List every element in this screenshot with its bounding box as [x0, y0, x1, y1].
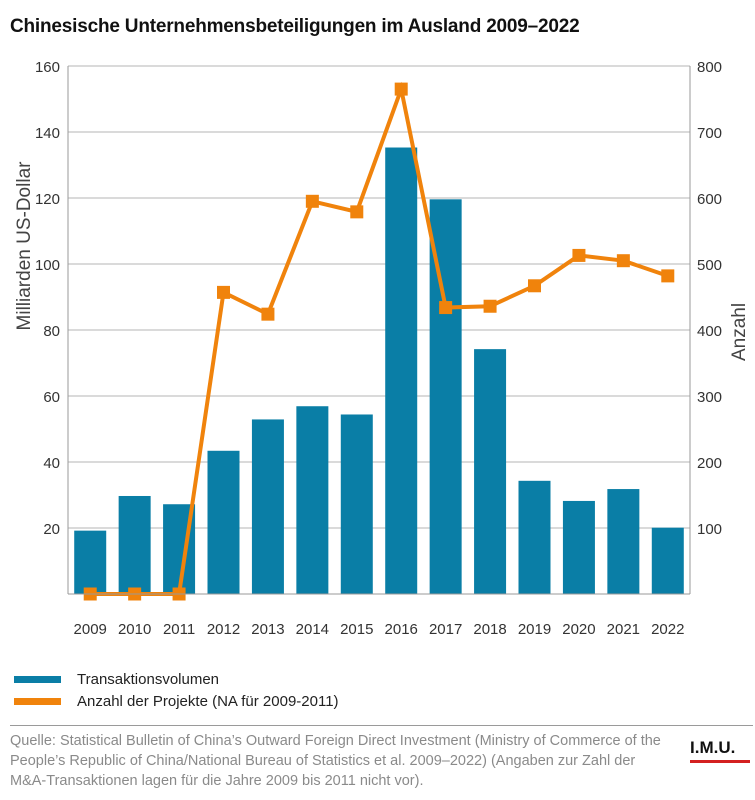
x-tick-label: 2021	[607, 621, 640, 638]
bar-2015	[340, 414, 373, 594]
legend-swatch-line	[14, 697, 61, 705]
line-series	[83, 81, 675, 601]
x-tick-label: 2022	[651, 621, 684, 638]
point-2022	[661, 269, 675, 283]
bar-2016	[385, 147, 418, 594]
bar-2014	[296, 406, 329, 594]
x-tick-label: 2011	[163, 621, 195, 638]
point-2020	[572, 248, 586, 262]
bar-2020	[562, 500, 595, 594]
divider	[10, 725, 753, 726]
legend-label-line: Anzahl der Projekte (NA für 2009-2011)	[77, 692, 339, 710]
point-2015	[350, 205, 364, 219]
bar-series	[74, 147, 684, 594]
x-axis-ticks: 2009 2010 2011 2012 2013 2014 2015 2016 2017 2018…	[74, 621, 685, 638]
left-axis-ticks: 20 40 60 80 100 120 140 160	[35, 59, 60, 538]
imu-logo: I.M.U.	[690, 738, 750, 768]
axes	[67, 66, 691, 595]
y-tick-label: 80	[43, 323, 60, 340]
y2-tick-label: 700	[697, 125, 722, 142]
x-tick-label: 2019	[518, 621, 551, 638]
y-tick-label: 20	[43, 521, 60, 538]
chart-title: Chinesische Unternehmensbeteiligungen im…	[10, 16, 580, 37]
point-2017	[439, 301, 453, 315]
x-tick-label: 2018	[473, 621, 506, 638]
x-tick-label: 2017	[429, 621, 462, 638]
x-tick-label: 2016	[385, 621, 418, 638]
source-note: Quelle: Statistical Bulletin of China’s …	[10, 733, 661, 789]
line-projects	[90, 81, 669, 596]
legend-swatch-bars	[14, 675, 61, 683]
bar-2013	[251, 419, 284, 594]
x-tick-label: 2010	[118, 621, 151, 638]
point-2021	[616, 254, 630, 268]
legend-item-bars: Transaktionsvolumen	[14, 668, 339, 690]
y-tick-label: 140	[35, 125, 60, 142]
bar-2012	[207, 450, 240, 594]
y2-tick-label: 400	[697, 323, 722, 340]
y2-tick-label: 800	[697, 59, 722, 76]
y2-tick-label: 300	[697, 389, 722, 406]
right-axis-ticks: 100 200 300 400 500 600 700 800	[697, 59, 722, 538]
logo-underline	[690, 760, 750, 763]
bar-2019	[518, 480, 551, 594]
bar-2010	[118, 495, 151, 594]
y2-tick-label: 100	[697, 521, 722, 538]
bar-2022	[651, 527, 684, 594]
point-2018	[483, 299, 497, 313]
y-tick-label: 100	[35, 257, 60, 274]
gridlines	[68, 65, 690, 529]
y-tick-label: 120	[35, 191, 60, 208]
chart: 20 40 60 80 100 120 140 160 100 200 300 400 500 600 7…	[14, 59, 750, 638]
bar-2009	[74, 530, 107, 594]
y-tick-label: 160	[35, 59, 60, 76]
point-2013	[261, 307, 275, 321]
x-tick-label: 2015	[340, 621, 373, 638]
bar-2018	[474, 349, 507, 594]
point-2016	[394, 82, 408, 96]
x-tick-label: 2020	[562, 621, 595, 638]
legend: Transaktionsvolumen Anzahl der Projekte …	[14, 668, 339, 712]
y-axis-label: Milliarden US-Dollar	[14, 161, 35, 331]
y2-tick-label: 600	[697, 191, 722, 208]
legend-label-bars: Transaktionsvolumen	[77, 670, 220, 688]
x-tick-label: 2009	[74, 621, 107, 638]
x-tick-label: 2014	[296, 621, 329, 638]
x-tick-label: 2012	[207, 621, 240, 638]
y2-tick-label: 500	[697, 257, 722, 274]
bar-2021	[607, 489, 640, 594]
y-tick-label: 40	[43, 455, 60, 472]
y2-axis-label: Anzahl	[729, 303, 750, 361]
point-2014	[305, 194, 319, 208]
y2-tick-label: 200	[697, 455, 722, 472]
logo-text: I.M.U.	[690, 738, 736, 757]
point-2019	[528, 279, 541, 293]
point-2012	[217, 285, 230, 299]
y-tick-label: 60	[43, 389, 60, 406]
legend-item-line: Anzahl der Projekte (NA für 2009-2011)	[14, 690, 339, 712]
x-tick-label: 2013	[251, 621, 284, 638]
